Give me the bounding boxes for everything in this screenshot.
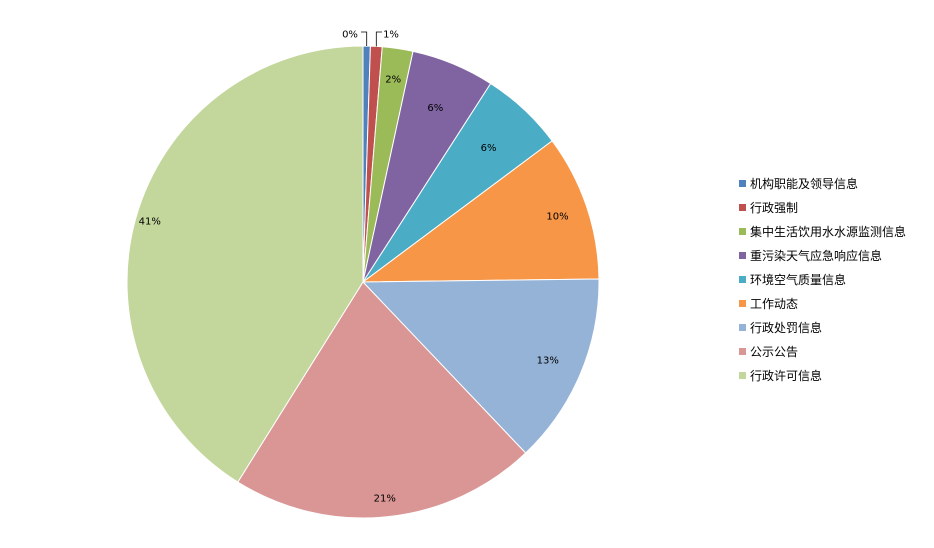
legend-swatch [739, 180, 746, 187]
legend-swatch [739, 324, 746, 331]
slice-data-label: 6% [481, 143, 497, 154]
legend-label: 重污染天气应急响应信息 [750, 248, 882, 263]
leader-line [361, 31, 368, 46]
pie-slice [126, 45, 364, 483]
legend-swatch [739, 204, 746, 211]
legend-swatch [739, 348, 746, 355]
slice-data-label: 6% [427, 103, 443, 114]
slice-data-label: 41% [139, 216, 161, 227]
legend: 机构职能及领导信息行政强制集中生活饮用水水源监测信息重污染天气应急响应信息环境空… [739, 176, 906, 383]
legend-swatch [739, 276, 746, 283]
leader-line [375, 31, 382, 47]
legend-label: 行政许可信息 [750, 368, 822, 383]
legend-swatch [739, 252, 746, 259]
legend-label: 行政处罚信息 [750, 320, 822, 335]
legend-label: 环境空气质量信息 [750, 272, 846, 287]
data-labels: 0% 1% 2% 6% 6% 10% 13% 21% 41% [139, 30, 569, 505]
slice-data-label: 10% [546, 212, 568, 223]
pie-slice [361, 278, 600, 454]
legend-label: 公示公告 [750, 345, 798, 359]
pie-slice [361, 140, 600, 283]
legend-swatch [739, 300, 746, 307]
pie-slices [126, 45, 600, 519]
slice-data-label: 2% [385, 74, 401, 85]
legend-label: 工作动态 [750, 297, 798, 311]
legend-label: 行政强制 [750, 201, 798, 215]
legend-swatch [739, 372, 746, 379]
legend-label: 集中生活饮用水水源监测信息 [750, 224, 906, 239]
slice-data-label: 1% [383, 30, 399, 41]
pie-slice [237, 281, 527, 519]
legend-swatch [739, 228, 746, 235]
legend-label: 机构职能及领导信息 [750, 176, 858, 191]
slice-data-label: 21% [374, 494, 396, 505]
slice-data-label: 13% [537, 355, 559, 366]
slice-data-label: 0% [342, 30, 358, 41]
label-leader-lines [361, 31, 382, 47]
